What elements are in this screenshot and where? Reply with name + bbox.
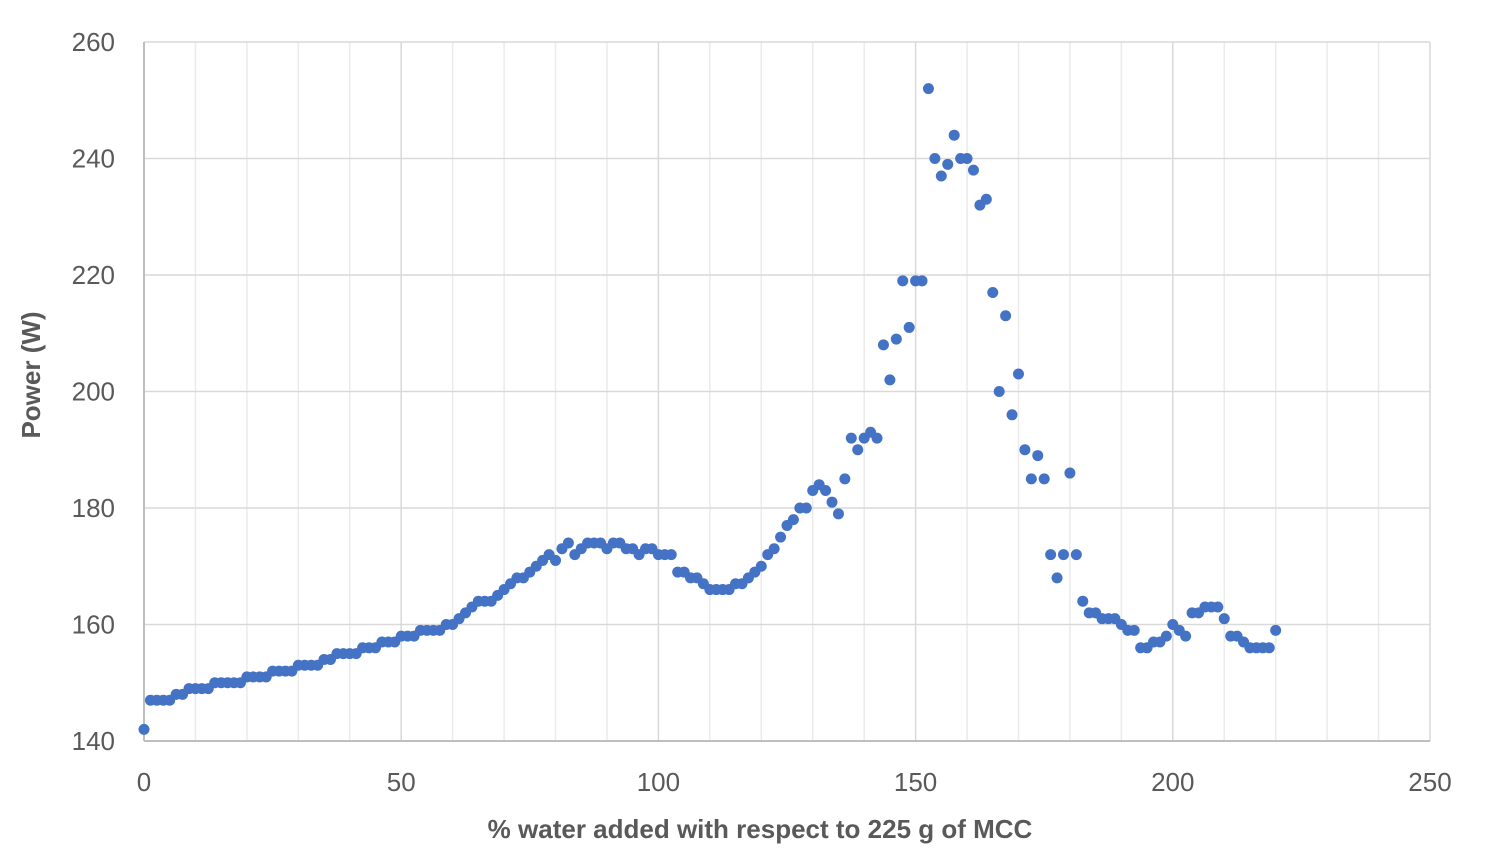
y-tick-label: 180 — [72, 493, 115, 523]
data-point — [967, 164, 979, 176]
data-point — [1263, 642, 1275, 654]
data-point — [942, 158, 954, 170]
data-point — [852, 444, 864, 456]
data-point — [1064, 467, 1076, 479]
x-tick-label: 250 — [1408, 767, 1451, 797]
y-tick-label: 220 — [72, 260, 115, 290]
data-point — [562, 537, 574, 549]
data-point — [1160, 630, 1172, 642]
data-point — [1070, 549, 1082, 561]
data-point — [1077, 595, 1089, 607]
data-point — [768, 543, 780, 555]
data-point — [1057, 549, 1069, 561]
data-point — [903, 321, 915, 333]
data-point — [138, 723, 150, 735]
data-point — [845, 432, 857, 444]
data-point — [877, 339, 889, 351]
data-point — [826, 496, 838, 508]
data-point — [929, 153, 941, 164]
data-point — [1270, 624, 1282, 636]
data-point — [948, 129, 960, 141]
data-point — [665, 549, 677, 561]
y-axis-title: Power (W) — [16, 311, 46, 438]
data-point — [871, 432, 883, 444]
data-point — [1025, 473, 1037, 485]
gridlines — [143, 41, 1431, 742]
data-point — [1045, 549, 1057, 561]
data-point — [1032, 450, 1044, 462]
data-point — [839, 473, 851, 485]
x-axis-title: % water added with respect to 225 g of M… — [488, 814, 1033, 844]
data-point — [755, 560, 767, 572]
data-point — [935, 170, 947, 182]
x-tick-label: 200 — [1151, 767, 1194, 797]
y-tick-label: 160 — [72, 610, 115, 640]
tick-labels: 0 50 100 150 200 250 140 160 180 200 220 240 260 — [72, 27, 1452, 797]
data-point — [961, 153, 973, 164]
axes — [143, 42, 1430, 742]
y-tick-label: 200 — [72, 377, 115, 407]
data-point — [800, 502, 812, 514]
data-point — [987, 286, 999, 298]
x-tick-label: 0 — [137, 767, 151, 797]
y-tick-label: 260 — [72, 27, 115, 57]
data-point — [1019, 444, 1031, 456]
data-point — [550, 554, 562, 566]
data-point — [775, 531, 787, 543]
x-tick-label: 150 — [894, 767, 937, 797]
data-point — [922, 83, 934, 95]
data-point — [1218, 613, 1230, 625]
data-point — [980, 193, 992, 205]
x-tick-label: 100 — [637, 767, 680, 797]
data-point — [1038, 473, 1050, 485]
data-point — [916, 275, 928, 287]
data-point — [890, 333, 902, 345]
data-point — [832, 508, 844, 520]
y-tick-label: 140 — [72, 726, 115, 756]
data-point — [1006, 409, 1018, 421]
data-point — [1212, 601, 1224, 613]
data-point — [787, 514, 799, 526]
data-point — [1180, 630, 1192, 642]
data-point — [1012, 368, 1024, 380]
data-point — [1000, 310, 1012, 322]
x-tick-label: 50 — [387, 767, 416, 797]
data-point — [897, 275, 909, 287]
y-tick-label: 240 — [72, 144, 115, 174]
data-point — [1128, 624, 1140, 636]
data-point — [884, 374, 896, 386]
data-points — [138, 83, 1282, 735]
data-point — [820, 485, 832, 497]
data-point — [993, 386, 1005, 397]
data-point — [1051, 572, 1063, 584]
